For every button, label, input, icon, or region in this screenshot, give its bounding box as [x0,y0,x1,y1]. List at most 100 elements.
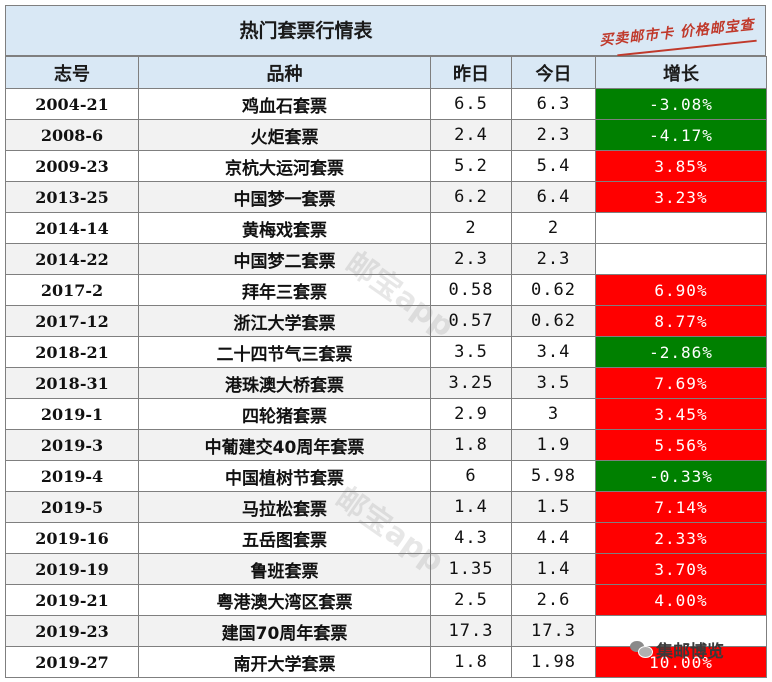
column-header-no: 志号 [5,56,139,89]
cell-today: 2 [511,212,596,244]
cell-name: 中葡建交40周年套票 [138,429,431,461]
cell-growth: -0.33% [595,460,767,492]
cell-name: 二十四节气三套票 [138,336,431,368]
cell-yesterday: 6.2 [430,181,512,213]
cell-growth [595,615,767,647]
cell-no: 2013-25 [5,181,139,213]
cell-no: 2019-1 [5,398,139,430]
cell-growth: -2.86% [595,336,767,368]
cell-yesterday: 1.8 [430,429,512,461]
cell-yesterday: 0.57 [430,305,512,337]
table-row: 2019-5 马拉松套票 1.4 1.5 7.14% [5,491,767,523]
cell-yesterday: 3.5 [430,336,512,368]
cell-growth: 3.70% [595,553,767,585]
cell-growth [595,212,767,244]
table-row: 2019-16 五岳图套票 4.3 4.4 2.33% [5,522,767,554]
cell-growth: 6.90% [595,274,767,306]
cell-today: 6.3 [511,88,596,120]
cell-no: 2018-21 [5,336,139,368]
cell-today: 0.62 [511,274,596,306]
cell-growth: 7.69% [595,367,767,399]
table-row: 2019-4 中国植树节套票 6 5.98 -0.33% [5,460,767,492]
cell-today: 3.5 [511,367,596,399]
cell-name: 南开大学套票 [138,646,431,678]
table-row: 2017-12 浙江大学套票 0.57 0.62 8.77% [5,305,767,337]
column-header-yesterday: 昨日 [430,56,512,89]
column-header-growth: 增长 [595,56,767,89]
table-header-row: 志号 品种 昨日 今日 增长 [5,56,767,89]
cell-no: 2019-23 [5,615,139,647]
cell-name: 鸡血石套票 [138,88,431,120]
cell-no: 2019-3 [5,429,139,461]
cell-name: 建国70周年套票 [138,615,431,647]
cell-today: 1.4 [511,553,596,585]
cell-no: 2019-4 [5,460,139,492]
table-row: 2017-2 拜年三套票 0.58 0.62 6.90% [5,274,767,306]
cell-today: 4.4 [511,522,596,554]
cell-yesterday: 0.58 [430,274,512,306]
cell-yesterday: 5.2 [430,150,512,182]
table-row: 2019-23 建国70周年套票 17.3 17.3 [5,615,767,647]
cell-growth: -4.17% [595,119,767,151]
cell-today: 3.4 [511,336,596,368]
cell-today: 1.98 [511,646,596,678]
cell-name: 五岳图套票 [138,522,431,554]
table-row: 2018-31 港珠澳大桥套票 3.25 3.5 7.69% [5,367,767,399]
cell-name: 火炬套票 [138,119,431,151]
price-table: 志号 品种 昨日 今日 增长 2004-21 鸡血石套票 6.5 6.3 -3.08% 2… [5,56,767,678]
cell-growth [595,243,767,275]
cell-today: 6.4 [511,181,596,213]
cell-growth: 3.23% [595,181,767,213]
cell-name: 浙江大学套票 [138,305,431,337]
cell-no: 2014-14 [5,212,139,244]
cell-no: 2017-12 [5,305,139,337]
cell-no: 2008-6 [5,119,139,151]
cell-yesterday: 4.3 [430,522,512,554]
table-row: 2019-3 中葡建交40周年套票 1.8 1.9 5.56% [5,429,767,461]
cell-growth: 3.45% [595,398,767,430]
cell-growth: 4.00% [595,584,767,616]
cell-yesterday: 6.5 [430,88,512,120]
cell-today: 17.3 [511,615,596,647]
title-bar: 热门套票行情表 买卖邮市卡 价格邮宝查 [5,5,766,56]
column-header-name: 品种 [138,56,431,89]
cell-today: 5.98 [511,460,596,492]
wechat-icon [630,640,653,658]
cell-no: 2019-21 [5,584,139,616]
cell-yesterday: 2.4 [430,119,512,151]
cell-name: 黄梅戏套票 [138,212,431,244]
cell-today: 2.6 [511,584,596,616]
brand-slogan: 买卖邮市卡 价格邮宝查 [598,16,756,50]
cell-growth: -3.08% [595,88,767,120]
table-body: 2004-21 鸡血石套票 6.5 6.3 -3.08% 2008-6 火炬套票 2.4 2.3… [5,88,767,678]
cell-no: 2004-21 [5,88,139,120]
cell-yesterday: 2 [430,212,512,244]
cell-name: 中国梦一套票 [138,181,431,213]
cell-growth: 8.77% [595,305,767,337]
cell-no: 2019-5 [5,491,139,523]
cell-yesterday: 3.25 [430,367,512,399]
cell-name: 粤港澳大湾区套票 [138,584,431,616]
cell-today: 1.9 [511,429,596,461]
cell-today: 0.62 [511,305,596,337]
table-row: 2014-22 中国梦二套票 2.3 2.3 [5,243,767,275]
table-row: 2004-21 鸡血石套票 6.5 6.3 -3.08% [5,88,767,120]
corner-logo-text: 集邮博览 [656,641,724,662]
table-row: 2019-27 南开大学套票 1.8 1.98 10.00% [5,646,767,678]
cell-name: 四轮猪套票 [138,398,431,430]
cell-name: 鲁班套票 [138,553,431,585]
cell-today: 2.3 [511,119,596,151]
table-row: 2018-21 二十四节气三套票 3.5 3.4 -2.86% [5,336,767,368]
corner-logo: 集邮博览 [630,636,724,662]
cell-no: 2018-31 [5,367,139,399]
cell-yesterday: 6 [430,460,512,492]
cell-no: 2017-2 [5,274,139,306]
cell-growth: 2.33% [595,522,767,554]
cell-today: 5.4 [511,150,596,182]
cell-name: 中国植树节套票 [138,460,431,492]
cell-today: 3 [511,398,596,430]
cell-name: 拜年三套票 [138,274,431,306]
cell-no: 2009-23 [5,150,139,182]
cell-no: 2019-27 [5,646,139,678]
table-row: 2008-6 火炬套票 2.4 2.3 -4.17% [5,119,767,151]
